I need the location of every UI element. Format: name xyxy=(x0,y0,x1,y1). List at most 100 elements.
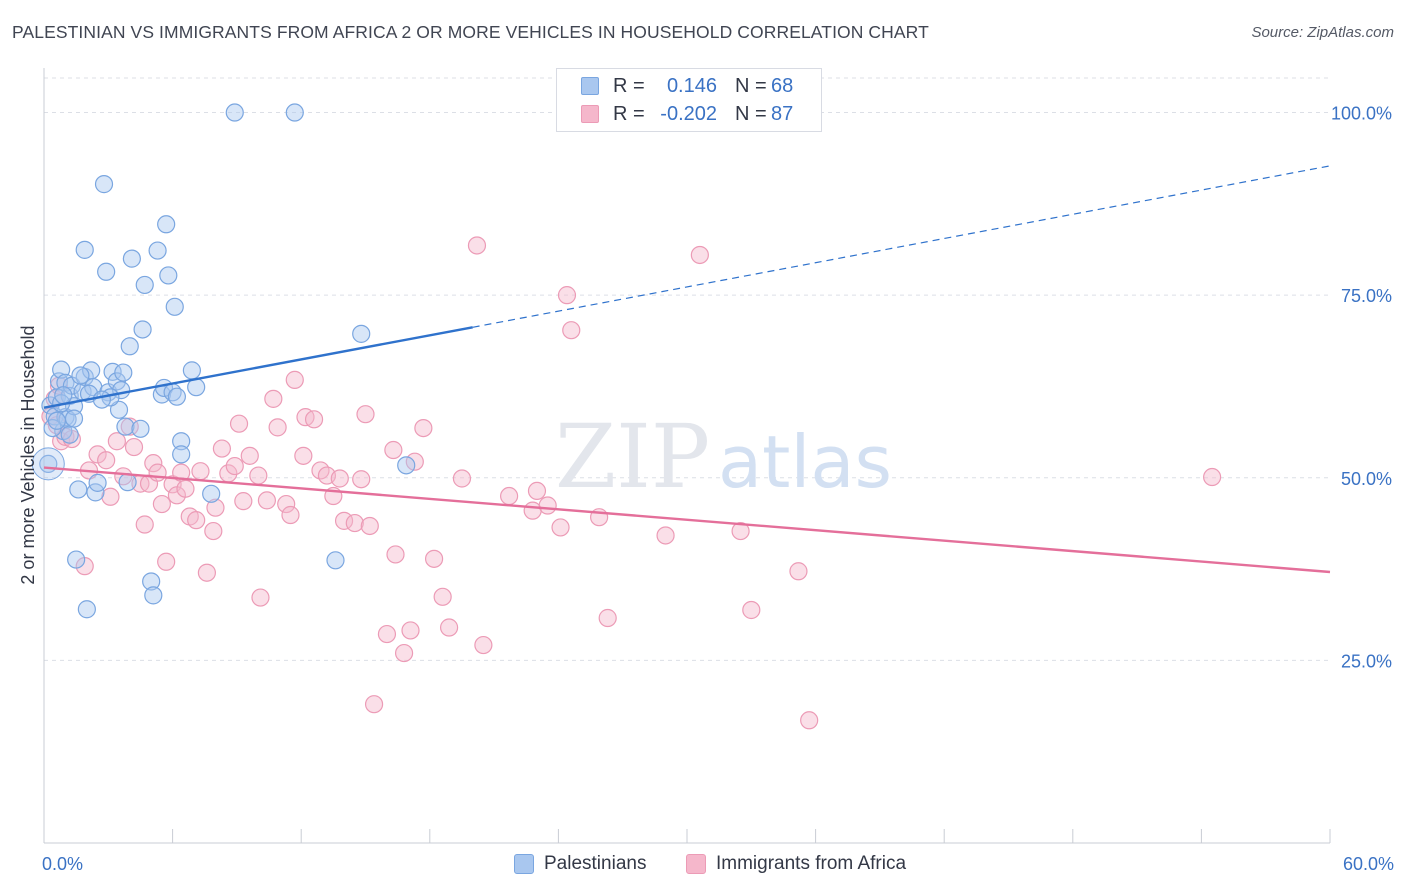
data-point-immigrants-from-africa xyxy=(598,608,617,628)
data-point-immigrants-from-africa xyxy=(474,635,493,655)
data-point-immigrants-from-africa xyxy=(384,440,403,460)
data-point-palestinians xyxy=(122,249,141,268)
y-tick-label: 50.0% xyxy=(1341,469,1392,489)
data-point-palestinians xyxy=(225,103,244,122)
data-point-immigrants-from-africa xyxy=(742,600,761,620)
data-point-palestinians xyxy=(148,241,167,260)
data-point-palestinians xyxy=(118,473,137,492)
data-point-immigrants-from-africa xyxy=(527,481,547,501)
data-point-immigrants-from-africa xyxy=(124,437,144,457)
data-point-immigrants-from-africa xyxy=(345,513,364,533)
data-point-immigrants-from-africa xyxy=(467,236,487,255)
legend-n-label: N = xyxy=(735,103,767,125)
data-point-palestinians xyxy=(182,361,201,380)
legend-n-value: 87 xyxy=(771,103,794,125)
data-point-palestinians xyxy=(144,586,163,605)
data-point-immigrants-from-africa xyxy=(135,515,154,534)
series-legend-label: Immigrants from Africa xyxy=(716,853,907,874)
data-point-immigrants-from-africa xyxy=(264,389,283,408)
data-point-immigrants-from-africa xyxy=(557,286,577,305)
data-point-palestinians xyxy=(94,175,114,194)
trend-lines xyxy=(43,165,1331,574)
data-point-palestinians xyxy=(202,484,221,503)
data-point-immigrants-from-africa xyxy=(433,587,452,606)
data-point-immigrants-from-africa xyxy=(204,521,223,541)
data-point-palestinians xyxy=(75,240,94,259)
y-tick-label: 25.0% xyxy=(1341,651,1392,671)
legend-n-label: N = xyxy=(735,75,767,97)
data-point-immigrants-from-africa xyxy=(401,621,420,640)
data-point-immigrants-from-africa xyxy=(268,418,287,437)
data-point-palestinians xyxy=(114,363,133,382)
y-tick-label: 75.0% xyxy=(1341,286,1392,306)
data-point-immigrants-from-africa xyxy=(107,432,126,451)
data-point-immigrants-from-africa xyxy=(386,545,405,564)
chart-source: Source: ZipAtlas.com xyxy=(1251,24,1394,41)
series-swatch-blue xyxy=(514,854,534,874)
watermark-atlas: atlas xyxy=(718,420,892,504)
data-point-immigrants-from-africa xyxy=(229,414,249,433)
data-point-palestinians xyxy=(47,411,66,430)
data-point-immigrants-from-africa xyxy=(656,526,675,545)
data-point-immigrants-from-africa xyxy=(551,518,570,537)
grid-lines xyxy=(44,77,1330,661)
data-point-immigrants-from-africa xyxy=(424,549,444,568)
y-tick-label: 100.0% xyxy=(1331,104,1392,124)
data-point-immigrants-from-africa xyxy=(690,245,709,265)
data-point-immigrants-from-africa xyxy=(144,454,163,473)
legend-r-value: -0.202 xyxy=(660,103,717,125)
data-point-immigrants-from-africa xyxy=(377,624,397,644)
data-point-immigrants-from-africa xyxy=(225,456,244,476)
x-tick-label: 0.0% xyxy=(42,854,83,874)
data-point-immigrants-from-africa xyxy=(251,588,270,607)
data-point-immigrants-from-africa xyxy=(304,410,324,429)
y-axis-label: 2 or more Vehicles in Household xyxy=(18,325,38,584)
data-point-palestinians xyxy=(326,551,345,570)
data-point-immigrants-from-africa xyxy=(277,494,296,514)
data-point-palestinians xyxy=(172,445,191,464)
data-point-palestinians xyxy=(116,417,135,436)
data-point-immigrants-from-africa xyxy=(439,618,459,637)
data-point-immigrants-from-africa xyxy=(356,405,375,424)
data-point-immigrants-from-africa xyxy=(360,516,379,536)
data-point-immigrants-from-africa xyxy=(176,479,195,498)
legend-row-palestinians: R = 0.146 N = 68 xyxy=(557,73,821,101)
data-point-palestinians xyxy=(92,390,111,409)
data-point-palestinians xyxy=(77,600,96,619)
trend-line-palestinians-extension xyxy=(472,165,1331,328)
data-point-immigrants-from-africa xyxy=(234,492,253,511)
data-point-immigrants-from-africa xyxy=(206,498,225,517)
data-point-immigrants-from-africa xyxy=(562,321,581,340)
data-point-palestinians xyxy=(167,387,186,406)
data-point-immigrants-from-africa xyxy=(97,451,116,470)
data-point-immigrants-from-africa xyxy=(249,466,268,485)
data-point-immigrants-from-africa xyxy=(800,711,819,730)
data-point-palestinians xyxy=(135,275,154,295)
chart-title: PALESTINIAN VS IMMIGRANTS FROM AFRICA 2 … xyxy=(12,22,929,42)
data-point-palestinians xyxy=(31,447,65,481)
data-point-immigrants-from-africa xyxy=(120,417,139,436)
data-point-palestinians xyxy=(397,456,416,475)
series-swatch-pink xyxy=(686,854,706,874)
trend-line-palestinians xyxy=(43,326,473,409)
data-point-immigrants-from-africa xyxy=(187,511,206,530)
data-point-palestinians xyxy=(71,366,90,385)
data-point-immigrants-from-africa xyxy=(191,462,210,481)
data-point-immigrants-from-africa xyxy=(364,695,384,714)
data-point-palestinians xyxy=(54,386,73,405)
data-point-immigrants-from-africa xyxy=(731,521,750,541)
series-legend-label: Palestinians xyxy=(544,853,647,874)
data-point-palestinians xyxy=(60,425,79,444)
data-point-immigrants-from-africa xyxy=(352,470,371,489)
data-point-immigrants-from-africa xyxy=(500,486,519,506)
data-point-palestinians xyxy=(131,419,150,438)
data-point-immigrants-from-africa xyxy=(414,418,433,438)
data-point-immigrants-from-africa xyxy=(212,439,231,458)
data-point-palestinians xyxy=(88,473,107,492)
data-point-palestinians xyxy=(142,572,161,591)
data-point-palestinians xyxy=(69,480,88,499)
legend-swatch-blue xyxy=(581,77,599,95)
data-point-immigrants-from-africa xyxy=(240,446,259,465)
data-point-palestinians xyxy=(352,324,371,343)
data-point-immigrants-from-africa xyxy=(197,563,216,582)
